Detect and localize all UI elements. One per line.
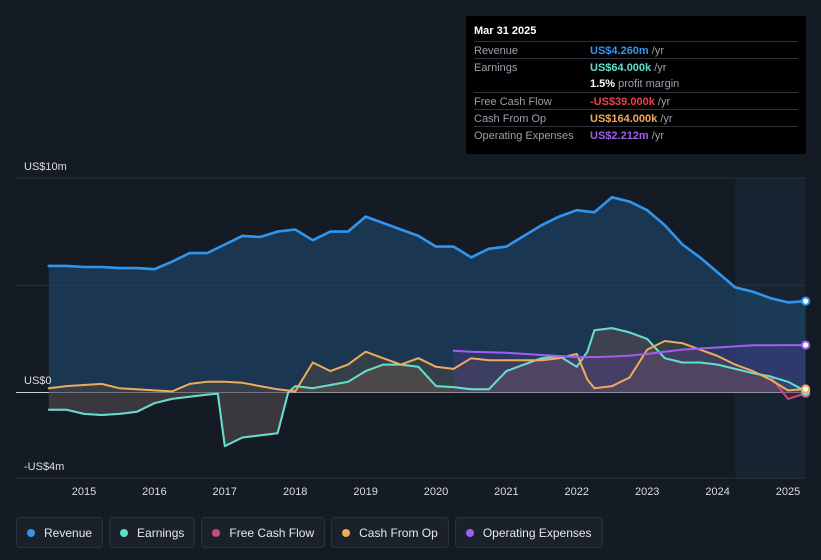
tooltip-date: Mar 31 2025 (474, 25, 537, 37)
tooltip-row-value: US$64.000k /yr (590, 62, 666, 74)
x-tick-label: 2021 (494, 486, 518, 498)
tooltip-value-text: US$164.000k (590, 113, 658, 125)
operating-expenses-endpoint (801, 340, 811, 350)
chart: US$10m US$0 -US$4m 2015 2016 2017 2018 2019 202… (16, 161, 811, 498)
tooltip-value-text: 1.5% (590, 78, 616, 90)
revenue-endpoint (801, 296, 811, 306)
x-tick-label: 2019 (353, 486, 377, 498)
revenue-line (47, 196, 807, 304)
tooltip-row-label: Revenue (474, 45, 519, 57)
x-tick-label: 2016 (142, 486, 166, 498)
legend-item-revenue[interactable]: Revenue (16, 517, 104, 548)
tooltip-row: Revenue US$4.260m /yr (474, 41, 798, 59)
legend-dot-icon (465, 528, 474, 537)
x-tick-label: 2024 (705, 486, 729, 498)
legend-item-cash-from-op[interactable]: Cash From Op (331, 517, 449, 548)
legend-dot-icon (212, 528, 221, 537)
tooltip-unit-text: /yr (651, 62, 667, 74)
x-tick-label: 2020 (424, 486, 448, 498)
tooltip-row-value: US$164.000k /yr (590, 113, 673, 125)
earnings-area (48, 328, 806, 447)
x-tick-label: 2015 (72, 486, 96, 498)
tooltip-row: Operating Expenses US$2.212m /yr (474, 126, 798, 144)
tooltip-value-text: US$2.212m (590, 130, 649, 142)
tooltip-value-text: -US$39.000k (590, 96, 655, 108)
legend-label: Operating Expenses (482, 525, 592, 540)
legend-item-operating-expenses[interactable]: Operating Expenses (454, 517, 603, 548)
tooltip-row-value: US$2.212m /yr (590, 130, 664, 142)
legend-label: Cash From Op (359, 525, 438, 540)
tooltip-row: Free Cash Flow -US$39.000k /yr (474, 92, 798, 110)
tooltip-row-value: 1.5% profit margin (590, 78, 679, 90)
legend: Revenue Earnings Free Cash Flow Cash From O… (16, 517, 603, 548)
legend-label: Free Cash Flow (229, 525, 315, 540)
free-cash-flow-area (48, 328, 806, 447)
y-tick-label: -US$4m (24, 461, 64, 473)
tooltip-row-label: Operating Expenses (474, 130, 574, 142)
legend-item-earnings[interactable]: Earnings (109, 517, 196, 548)
tooltip-unit-text: profit margin (615, 78, 680, 90)
legend-dot-icon (27, 528, 35, 537)
x-tick-label: 2022 (565, 486, 589, 498)
revenue-area (48, 197, 806, 393)
cash-from-op-area (48, 341, 806, 393)
tooltip-row: Cash From Op US$164.000k /yr (474, 109, 798, 127)
tooltip-value-text: US$64.000k (590, 62, 652, 74)
tooltip-row: Earnings US$64.000k /yr (474, 58, 798, 76)
legend-dot-icon (342, 528, 351, 537)
tooltip-row-label: Free Cash Flow (474, 96, 552, 108)
tooltip-unit-text: /yr (648, 45, 664, 57)
operating-expenses-line (452, 344, 807, 359)
tooltip-row-label: Cash From Op (474, 113, 547, 125)
earnings-line (47, 327, 807, 448)
tooltip-unit-text: /yr (648, 130, 664, 142)
x-tick-label: 2017 (213, 486, 237, 498)
tooltip-row-value: -US$39.000k /yr (590, 96, 670, 108)
tooltip-row: 1.5% profit margin (474, 75, 798, 92)
x-tick-label: 2023 (635, 486, 659, 498)
legend-dot-icon (120, 528, 129, 537)
x-tick-label: 2025 (776, 486, 800, 498)
legend-item-free-cash-flow[interactable]: Free Cash Flow (201, 517, 326, 548)
tooltip-unit-text: /yr (657, 113, 673, 125)
x-tick-label: 2018 (283, 486, 307, 498)
tooltip-row-value: US$4.260m /yr (590, 45, 664, 57)
y-tick-label: US$10m (24, 161, 67, 173)
tooltip-unit-text: /yr (654, 96, 671, 108)
cash-from-op-endpoint (801, 384, 811, 394)
series-areas (48, 197, 806, 447)
y-tick-label: US$0 (24, 375, 52, 387)
y-axis-labels: US$10m US$0 -US$4m (24, 161, 67, 473)
series-lines (47, 196, 807, 448)
tooltip-value-text: US$4.260m (590, 45, 649, 57)
legend-label: Earnings (137, 525, 185, 540)
cash-from-op-line (47, 340, 807, 393)
tooltip-row-label: Earnings (474, 62, 518, 74)
legend-label: Revenue (44, 525, 93, 540)
x-axis-labels: 2015 2016 2017 2018 2019 2020 2021 2022 2023 2024… (72, 486, 800, 498)
tooltip: Mar 31 2025 Revenue US$4.260m /yr Earnings… (466, 16, 806, 154)
series-endpoints (801, 296, 811, 398)
